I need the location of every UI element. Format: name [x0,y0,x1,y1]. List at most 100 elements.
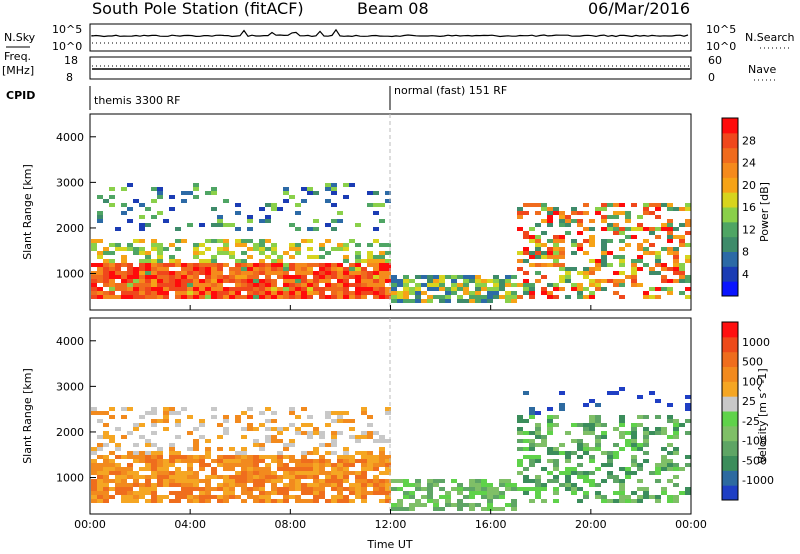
power-cell [655,235,661,239]
power-cell [655,259,661,263]
power-cell [553,259,559,263]
power-cell [313,287,319,291]
power-cell [331,291,337,295]
vel-cell [667,435,673,439]
vel-cell [319,487,325,491]
power-cell [265,279,271,283]
power-cell [457,283,463,287]
vel-cell [319,495,325,499]
power-cell [259,271,265,275]
power-cell [259,287,265,291]
cpid-mode-1: themis 3300 RF [94,94,181,107]
power-cell [373,203,379,207]
power-cell [199,283,205,287]
vel-cell [685,463,691,467]
power-cell [163,247,169,251]
vel-cell [241,435,247,439]
power-cell [157,211,163,215]
power-cell [373,295,379,299]
vel-cell [349,435,355,439]
power-cell [325,275,331,279]
power-cell [577,219,583,223]
power-cell [619,211,625,215]
vel-cell [283,467,289,471]
vel-cell [187,495,193,499]
vel-cell [457,499,463,503]
vel-cell [583,431,589,435]
vel-cell [541,487,547,491]
power-cell [619,259,625,263]
vel-cell [247,423,253,427]
vel-cell [547,479,553,483]
vel-cell [265,455,271,459]
power-cell [601,251,607,255]
vel-cell [277,455,283,459]
power-cell [379,275,385,279]
vel-cell [181,487,187,491]
power-cell [163,275,169,279]
power-cell [673,259,679,263]
vel-cell [325,499,331,503]
power-cell [457,287,463,291]
vel-cell [235,471,241,475]
vel-cell [259,471,265,475]
vel-cell [547,451,553,455]
vel-cell [271,487,277,491]
power-cell [373,287,379,291]
vel-cell [181,407,187,411]
time-tick-label: 00:00 [74,518,106,531]
vel-cell [643,451,649,455]
vel-cell [547,423,553,427]
vel-cell [133,499,139,503]
power-cell [379,255,385,259]
power-cell [355,223,361,227]
power-cell [121,247,127,251]
vel-cell [277,491,283,495]
vel-cell [517,487,523,491]
power-cell [289,283,295,287]
power-cell [373,227,379,231]
power-cell [295,211,301,215]
power-cell [523,235,529,239]
power-cell [355,283,361,287]
vel-cell [337,415,343,419]
vel-cell [253,427,259,431]
vel-cell [301,487,307,491]
power-cell [619,239,625,243]
vel-cell [241,411,247,415]
vel-cell [361,499,367,503]
power-cell [481,283,487,287]
power-cell [241,283,247,287]
power-cell [583,251,589,255]
power-cell [127,271,133,275]
nsky-series-line [91,28,689,38]
vel-cell [379,435,385,439]
vel-cell [157,447,163,451]
power-cell [139,247,145,251]
power-cell [331,263,337,267]
power-cell [439,299,445,303]
power-cell [511,275,517,279]
power-cell [181,291,187,295]
power-cell [679,279,685,283]
vel-cell [247,455,253,459]
vel-cell [253,487,259,491]
power-cell [373,255,379,259]
vel-cell [337,499,343,503]
vel-cell [337,479,343,483]
vel-cell [271,483,277,487]
power-cell [343,287,349,291]
power-cell [529,287,535,291]
vel-cell [247,463,253,467]
vel-cell [115,487,121,491]
vel-cell [577,499,583,503]
power-cell [307,283,313,287]
power-cell [583,287,589,291]
power-cell [373,191,379,195]
vel-cell [271,419,277,423]
vel-cell [259,467,265,471]
vel-cell [547,419,553,423]
vel-cell [313,431,319,435]
